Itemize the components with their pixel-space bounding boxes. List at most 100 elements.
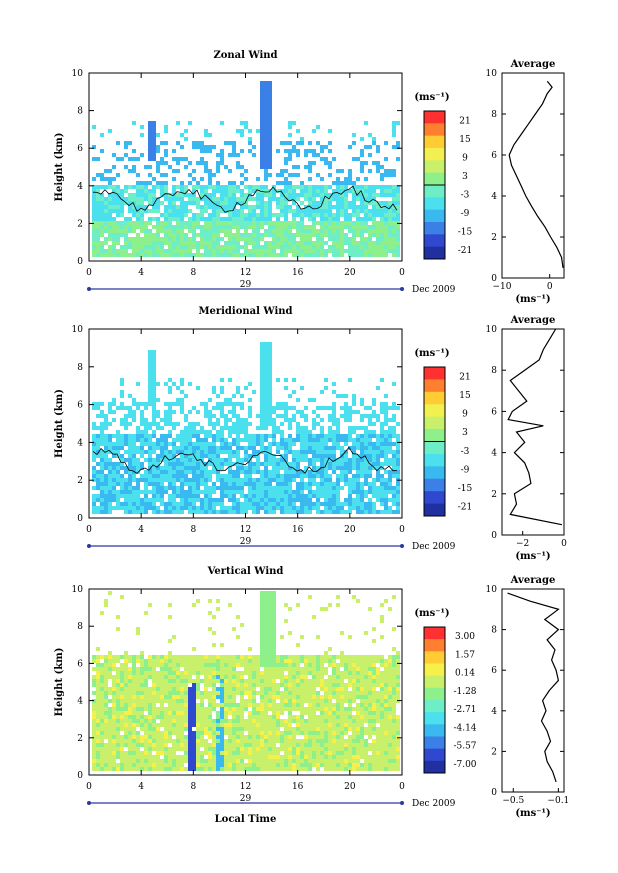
heatmap-cell: [196, 498, 200, 502]
heatmap-cell: [384, 490, 388, 494]
heatmap-cell: [304, 165, 308, 169]
heatmap-cell: [224, 458, 228, 462]
heatmap-cell: [252, 763, 256, 767]
heatmap-cell: [112, 434, 116, 438]
heatmap-cell: [264, 145, 268, 149]
heatmap-cell: [160, 245, 164, 249]
heatmap-cell: [288, 450, 292, 454]
heatmap-cell: [180, 406, 184, 410]
heatmap-cell: [252, 229, 256, 233]
heatmap-cell: [136, 510, 140, 514]
heatmap-cell: [352, 727, 356, 731]
heatmap-cell: [384, 699, 388, 703]
heatmap-cell: [200, 707, 204, 711]
heatmap-cell: [240, 727, 244, 731]
heatmap-cell: [180, 245, 184, 249]
heatmap-cell: [384, 454, 388, 458]
heatmap-cell: [256, 438, 260, 442]
heatmap-cell: [200, 209, 204, 213]
heatmap-cell: [92, 751, 96, 755]
heatmap-cell: [128, 506, 132, 510]
heatmap-cell: [304, 699, 308, 703]
heatmap-cell: [384, 707, 388, 711]
heatmap-cell: [384, 233, 388, 237]
heatmap-cell: [164, 225, 168, 229]
heatmap-cell: [356, 410, 360, 414]
heatmap-cell: [272, 759, 276, 763]
heatmap-cell: [380, 727, 384, 731]
heatmap-cell: [204, 233, 208, 237]
heatmap-cell: [336, 739, 340, 743]
heatmap-cell: [252, 153, 256, 157]
heatmap-cell: [116, 699, 120, 703]
heatmap-cell: [264, 454, 268, 458]
heatmap-cell: [216, 245, 220, 249]
heatmap-cell: [232, 498, 236, 502]
heatmap-cell: [276, 474, 280, 478]
heatmap-cell: [368, 185, 372, 189]
heatmap-cell: [328, 494, 332, 498]
heatmap-cell: [376, 145, 380, 149]
heatmap-cell: [308, 438, 312, 442]
heatmap-cell: [328, 759, 332, 763]
heatmap-cell: [308, 747, 312, 751]
heatmap-cell: [356, 723, 360, 727]
heatmap-cell: [228, 490, 232, 494]
heatmap-cell: [140, 197, 144, 201]
heatmap-cell: [164, 241, 168, 245]
heatmap-cell: [348, 767, 352, 771]
heatmap-cell: [364, 177, 368, 181]
heatmap-cell: [244, 213, 248, 217]
heatmap-cell: [256, 490, 260, 494]
heatmap-cell: [92, 426, 96, 430]
heatmap-cell: [384, 735, 388, 739]
heatmap-cell: [388, 434, 392, 438]
heatmap-cell: [180, 430, 184, 434]
heatmap-cell: [96, 225, 100, 229]
average-y-tick-label: 6: [491, 151, 497, 161]
heatmap-cell: [112, 201, 116, 205]
heatmap-cell: [160, 759, 164, 763]
heatmap-cell: [204, 205, 208, 209]
heatmap-cell: [152, 727, 156, 731]
heatmap-cell: [144, 458, 148, 462]
heatmap-cell: [364, 747, 368, 751]
x-tick-label: 8: [190, 525, 196, 535]
heatmap-cell: [268, 763, 272, 767]
heatmap-cell: [164, 695, 168, 699]
heatmap-cell: [268, 229, 272, 233]
heatmap-cell: [256, 189, 260, 193]
heatmap-cell: [92, 486, 96, 490]
heatmap-cell: [248, 422, 252, 426]
heatmap-cell: [200, 197, 204, 201]
heatmap-cell: [352, 249, 356, 253]
heatmap-cell: [288, 695, 292, 699]
heatmap-cell: [260, 157, 264, 161]
heatmap-cell: [316, 141, 320, 145]
heatmap-cell: [268, 446, 272, 450]
heatmap-cell: [388, 446, 392, 450]
heatmap-cell: [220, 759, 224, 763]
heatmap-cell: [152, 735, 156, 739]
heatmap-cell: [352, 185, 356, 189]
heatmap-cell: [312, 422, 316, 426]
heatmap-cell: [256, 466, 260, 470]
heatmap-cell: [92, 225, 96, 229]
heatmap-cell: [144, 442, 148, 446]
heatmap-cell: [352, 410, 356, 414]
heatmap-cell: [108, 751, 112, 755]
heatmap-cell: [212, 747, 216, 751]
heatmap-cell: [384, 494, 388, 498]
heatmap-cell: [332, 466, 336, 470]
heatmap-cell: [264, 193, 268, 197]
heatmap-cell: [156, 241, 160, 245]
heatmap-cell: [136, 402, 140, 406]
heatmap-cell: [364, 715, 368, 719]
heatmap-cell: [184, 241, 188, 245]
heatmap-cell: [128, 141, 132, 145]
heatmap-cell: [380, 510, 384, 514]
heatmap-cell: [268, 490, 272, 494]
heatmap-cell: [204, 711, 208, 715]
heatmap-cell: [164, 414, 168, 418]
heatmap-cell: [376, 450, 380, 454]
